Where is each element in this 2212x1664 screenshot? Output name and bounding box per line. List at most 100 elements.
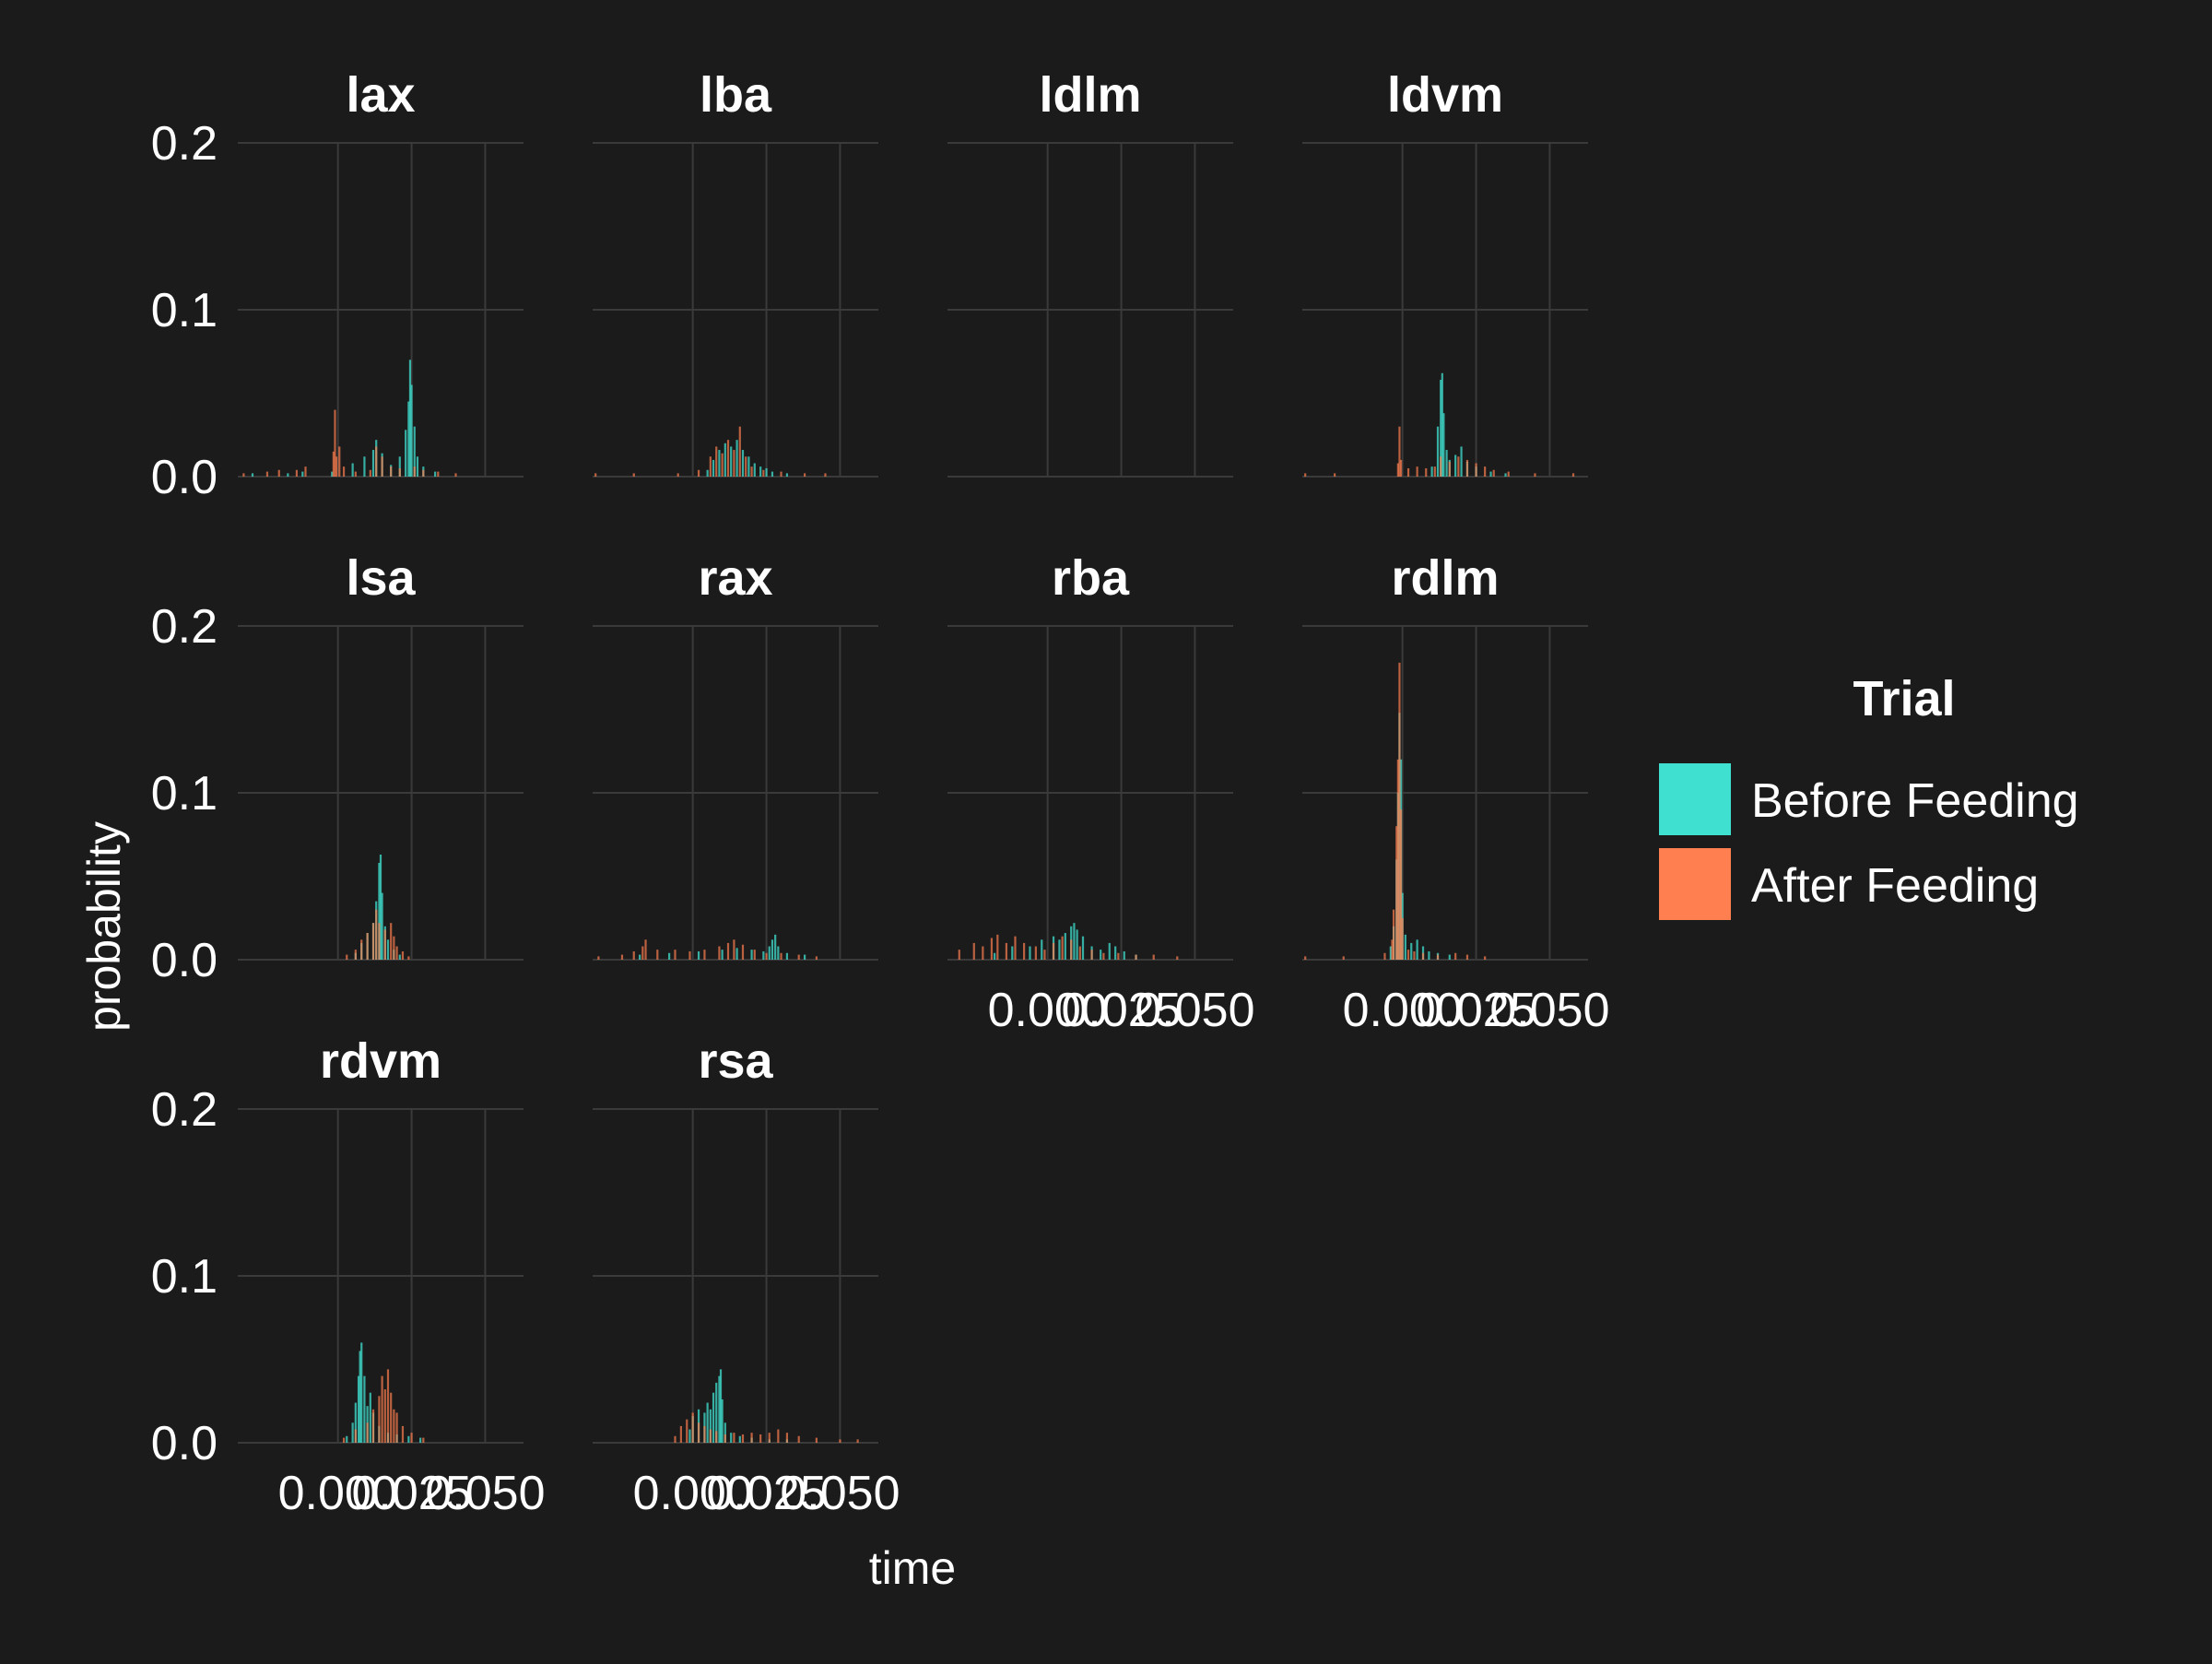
histogram-bar-before	[413, 426, 416, 477]
histogram-bar-after	[715, 1431, 718, 1443]
histogram-bar-after	[378, 923, 381, 960]
histogram-bar-after	[1396, 759, 1399, 960]
series-after	[242, 409, 457, 477]
histogram-bar-after	[1052, 942, 1055, 960]
histogram-bar-before	[360, 1342, 363, 1443]
x-tick-label: 0.000	[633, 1467, 753, 1520]
histogram-bar-before	[1100, 950, 1102, 960]
histogram-bar-before	[419, 1437, 422, 1443]
series-after	[1304, 426, 1575, 477]
histogram-bar-before	[351, 463, 354, 477]
histogram-bar-after	[277, 469, 280, 477]
histogram-bar-before	[351, 1422, 354, 1443]
histogram-bar-after	[726, 942, 730, 960]
facet-title: rsa	[698, 1033, 773, 1089]
x-tick-label: 0.000	[988, 984, 1108, 1037]
histogram-bar-after	[393, 1409, 395, 1443]
histogram-bar-after	[1421, 952, 1425, 960]
histogram-bar-after	[342, 466, 346, 477]
histogram-bar-before	[1410, 942, 1413, 960]
histogram-bar-after	[1398, 426, 1401, 477]
histogram-bar-after	[346, 954, 348, 960]
x-tick-label: 0.025	[1061, 984, 1181, 1037]
series-after	[674, 1412, 859, 1443]
histogram-bar-before	[667, 952, 671, 960]
histogram-bar-after	[797, 954, 800, 960]
histogram-bar-after	[304, 466, 307, 477]
histogram-bar-after	[797, 1435, 800, 1443]
histogram-bar-after	[780, 471, 782, 477]
histogram-bar-before	[357, 1375, 360, 1443]
histogram-bar-after	[815, 956, 818, 960]
histogram-bar-after	[703, 950, 706, 960]
histogram-bar-after	[804, 473, 806, 477]
histogram-bar-after	[1304, 956, 1307, 960]
histogram-bar-before	[688, 1429, 691, 1443]
histogram-bar-after	[295, 469, 299, 477]
histogram-bar-after	[381, 1375, 383, 1443]
histogram-bar-after	[401, 950, 405, 960]
histogram-bar-after	[641, 946, 644, 960]
histogram-bar-after	[1152, 954, 1155, 960]
histogram-bar-after	[381, 456, 383, 477]
x-tick-label: 0.050	[780, 1467, 900, 1520]
histogram-bar-after	[721, 453, 724, 477]
histogram-bar-after	[378, 1396, 381, 1443]
histogram-bar-after	[375, 446, 378, 477]
histogram-bar-before	[1430, 466, 1433, 477]
histogram-bar-after	[401, 1425, 405, 1443]
histogram-bar-after	[1465, 459, 1469, 477]
histogram-bar-after	[413, 466, 416, 477]
y-axis-title: probability	[78, 821, 130, 1032]
histogram-bar-after	[1484, 466, 1487, 477]
histogram-bar-before	[408, 360, 412, 477]
histogram-bar-after	[785, 1433, 789, 1443]
histogram-bar-after	[1176, 956, 1179, 960]
histogram-bar-after	[1406, 950, 1410, 960]
histogram-bar-after	[1492, 469, 1495, 477]
histogram-bar-after	[383, 929, 386, 960]
histogram-bar-before	[1404, 934, 1406, 960]
histogram-bar-before	[1454, 454, 1457, 477]
y-tick-label: 0.0	[151, 934, 218, 987]
y-tick-label: 0.2	[151, 117, 218, 171]
histogram-bar-after	[674, 1435, 677, 1443]
histogram-bar-before	[1428, 950, 1430, 960]
x-tick-label: 0.000	[278, 1467, 398, 1520]
histogram-bar-after	[958, 950, 960, 960]
histogram-bar-before	[1076, 929, 1078, 960]
histogram-bar-before	[407, 401, 410, 477]
histogram-bar-before	[706, 469, 709, 477]
histogram-bar-before	[416, 456, 419, 477]
histogram-bar-before	[359, 1351, 361, 1443]
histogram-bar-before	[405, 430, 407, 477]
histogram-bar-before	[251, 473, 254, 477]
histogram-bar-before	[785, 952, 789, 960]
y-tick-label: 0.2	[151, 1083, 218, 1137]
histogram-bar-after	[338, 446, 341, 477]
histogram-bar-after	[360, 939, 363, 960]
facet-title: lba	[700, 67, 772, 123]
histogram-bar-after	[1406, 467, 1410, 477]
histogram-bar-before	[363, 456, 366, 477]
histogram-bar-after	[688, 950, 691, 960]
histogram-bar-after	[395, 1412, 398, 1443]
histogram-bar-after	[1571, 473, 1575, 477]
histogram-bar-before	[301, 471, 304, 477]
facet-title: ldvm	[1387, 67, 1503, 123]
histogram-bar-before	[1108, 942, 1111, 960]
y-tick-label: 0.1	[151, 767, 218, 820]
histogram-bar-after	[265, 471, 269, 477]
histogram-bar-before	[994, 952, 996, 960]
histogram-bar-after	[1433, 466, 1436, 477]
histogram-bar-after	[454, 473, 457, 477]
histogram-bar-before	[1442, 413, 1445, 477]
histogram-bar-after	[1457, 456, 1460, 477]
x-tick-label: 0.050	[1489, 984, 1609, 1037]
histogram-bar-after	[856, 1439, 859, 1443]
histogram-bar-after	[1117, 952, 1120, 960]
histogram-bar-after	[1396, 463, 1399, 477]
histogram-bar-before	[712, 459, 715, 477]
